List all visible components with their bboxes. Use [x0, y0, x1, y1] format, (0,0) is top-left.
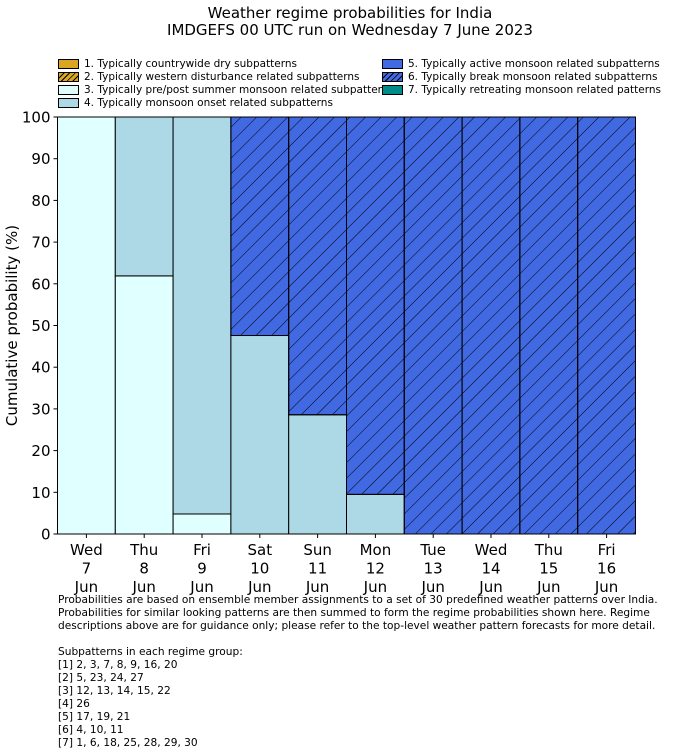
footnote-line: [7] 1, 6, 18, 25, 28, 29, 30 [58, 737, 198, 749]
y-tick-label: 10 [31, 484, 50, 502]
bar-hatch [288, 116, 348, 416]
bar-hatch [403, 116, 463, 535]
legend-label: 5. Typically active monsoon related subp… [408, 58, 660, 70]
footnote-line: Subpatterns in each regime group: [58, 646, 243, 658]
legend-item: 7. Typically retreating monsoon related … [382, 84, 661, 96]
legend-item: 6. Typically break monsoon related subpa… [382, 71, 658, 83]
x-tick-label: 13 [424, 560, 443, 578]
x-tick-label: 16 [597, 560, 616, 578]
x-tick-label: Wed [70, 541, 103, 559]
bar-hatch [346, 116, 405, 495]
x-tick-label: 7 [82, 560, 92, 578]
x-tick-label: Wed [475, 541, 508, 559]
bar-segment-prepost [114, 275, 174, 535]
legend-swatch [382, 85, 403, 95]
bar-segment-onset [114, 116, 174, 277]
x-tick-label: Fri [193, 541, 211, 559]
legend-label: 1. Typically countrywide dry subpatterns [84, 58, 298, 70]
y-tick-label: 60 [31, 275, 50, 293]
x-tick-label: Jun [131, 578, 155, 596]
bar-hatch [519, 116, 579, 535]
x-tick-label: Jun [305, 578, 329, 596]
bar-segment-onset [288, 414, 348, 535]
plot: Wed7JunThu8JunFri9JunSat10JunSun11JunMon… [3, 109, 637, 596]
y-tick-label: 50 [31, 317, 50, 335]
legend-label: 3. Typically pre/post summer monsoon rel… [84, 84, 394, 96]
legend-label: 4. Typically monsoon onset related subpa… [84, 97, 333, 109]
legend-swatch [58, 85, 79, 95]
footnote-line: [5] 17, 19, 21 [58, 711, 131, 723]
legend-swatch [58, 98, 79, 108]
y-tick-label: 80 [31, 192, 50, 210]
legend-item: 4. Typically monsoon onset related subpa… [58, 97, 333, 109]
x-tick-label: Jun [536, 578, 560, 596]
bar-hatch [461, 116, 521, 535]
x-tick-label: Jun [189, 578, 213, 596]
chart-title: Weather regime probabilities for India [207, 4, 493, 22]
legend-swatch [382, 72, 403, 82]
x-tick-label: 15 [539, 560, 558, 578]
bar-segment-prepost [172, 513, 232, 535]
bar-hatch [230, 116, 290, 337]
x-tick-label: Sun [303, 541, 332, 559]
y-tick-label: 90 [31, 150, 50, 168]
y-tick-label: 70 [31, 234, 50, 252]
legend-label: 2. Typically western disturbance related… [84, 71, 360, 83]
x-tick-label: 10 [250, 560, 269, 578]
chart-subtitle: IMDGEFS 00 UTC run on Wednesday 7 June 2… [167, 21, 533, 39]
footnote-line: [3] 12, 13, 14, 15, 22 [58, 685, 171, 697]
x-tick-label: Jun [420, 578, 444, 596]
footnote-line: descriptions above are for guidance only… [58, 620, 656, 632]
x-tick-label: Tue [419, 541, 446, 559]
x-tick-label: Sat [247, 541, 272, 559]
y-axis-label: Cumulative probability (%) [3, 225, 21, 426]
legend-swatch [382, 59, 403, 69]
bar-segment-onset [346, 493, 405, 535]
legend-label: 6. Typically break monsoon related subpa… [408, 71, 658, 83]
footnote-line: [1] 2, 3, 7, 8, 9, 16, 20 [58, 659, 178, 671]
x-tick-label: Thu [129, 541, 158, 559]
x-tick-label: 9 [197, 560, 207, 578]
legend-swatch [58, 72, 79, 82]
footnote-line: [2] 5, 23, 24, 27 [58, 672, 144, 684]
x-tick-label: Thu [534, 541, 563, 559]
legend-item: 1. Typically countrywide dry subpatterns [58, 58, 297, 70]
footnote-line: [6] 4, 10, 11 [58, 724, 124, 736]
y-tick-label: 0 [41, 526, 51, 544]
bar-segment-onset [230, 335, 290, 535]
x-tick-label: Mon [360, 541, 392, 559]
legend-item: 3. Typically pre/post summer monsoon rel… [58, 84, 394, 96]
x-tick-label: Jun [74, 578, 98, 596]
legend-item: 2. Typically western disturbance related… [58, 71, 360, 83]
x-tick-label: Fri [598, 541, 616, 559]
legend-swatch [58, 59, 79, 69]
legend-label: 7. Typically retreating monsoon related … [408, 84, 662, 96]
y-tick-label: 30 [31, 400, 50, 418]
x-tick-label: 11 [308, 560, 327, 578]
y-tick-label: 20 [31, 442, 50, 460]
bar-segment-onset [172, 116, 232, 515]
x-tick-label: 8 [139, 560, 149, 578]
x-tick-label: Jun [594, 578, 618, 596]
legend-item: 5. Typically active monsoon related subp… [382, 58, 660, 70]
footnote-line: Probabilities are based on ensemble memb… [58, 594, 658, 606]
x-tick-label: 14 [481, 560, 500, 578]
x-tick-label: Jun [478, 578, 502, 596]
y-tick-label: 100 [22, 109, 51, 127]
x-tick-label: Jun [363, 578, 387, 596]
x-tick-label: 12 [366, 560, 385, 578]
bar-hatch [577, 116, 637, 535]
x-tick-label: Jun [247, 578, 271, 596]
footnote-line: Probabilities for similar looking patter… [58, 607, 650, 619]
bar-segment-prepost [57, 116, 116, 535]
footnote-line: [4] 26 [58, 698, 90, 710]
y-tick-label: 40 [31, 359, 50, 377]
